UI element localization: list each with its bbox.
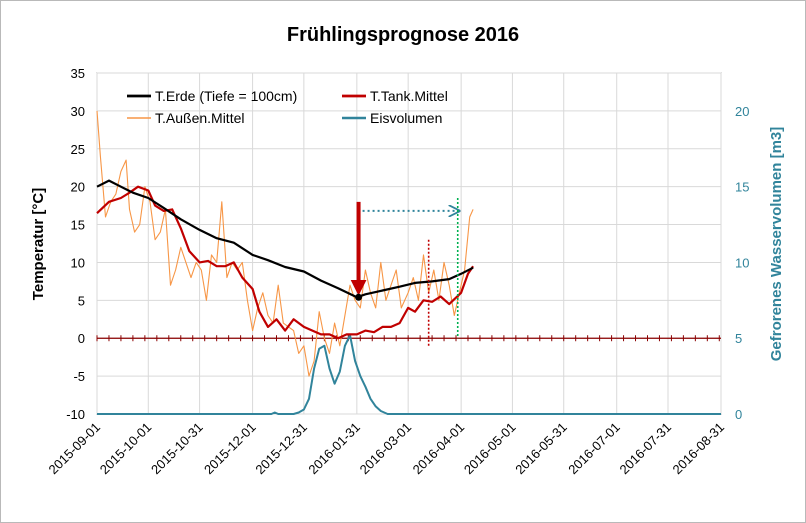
- x-tick-label: 2016-07-31: [616, 420, 674, 478]
- legend: T.Erde (Tiefe = 100cm) T.Tank.Mittel T.Auß…: [127, 88, 448, 126]
- y-tick-label: -5: [73, 369, 85, 384]
- annotations-layer: [350, 198, 459, 346]
- y-tick-label: 5: [78, 293, 85, 308]
- y2-tick-label: 15: [735, 180, 749, 195]
- y-tick-label: 20: [71, 180, 85, 195]
- x-tick-label: 2016-08-31: [669, 420, 727, 478]
- y2-tick-label: 0: [735, 407, 742, 422]
- legend-eis-label: Eisvolumen: [370, 110, 442, 126]
- y-tick-label: 0: [78, 331, 85, 346]
- series-layer: [96, 110, 721, 415]
- x-tick-label: 2016-07-01: [565, 420, 623, 478]
- y2-axis-label: Gefrorenes Wasservolumen [m3]: [768, 127, 785, 362]
- chart-title: Frühlingsprognose 2016: [287, 24, 519, 46]
- x-tick-label: 2016-01-31: [305, 420, 363, 478]
- x-tick-label: 2016-04-01: [410, 420, 468, 478]
- y-tick-label: 35: [71, 66, 85, 81]
- x-tick-label: 2015-12-31: [252, 420, 310, 478]
- y-axis-label: Temperatur [°C]: [30, 188, 47, 300]
- series-tank-line: [96, 185, 475, 340]
- series-eis-line: [97, 334, 721, 415]
- x-tick-label: 2016-05-01: [461, 420, 519, 478]
- x-tick-label: 2016-05-31: [512, 420, 570, 478]
- y-tick-label: 25: [71, 142, 85, 157]
- x-tick-label: 2016-03-01: [357, 420, 415, 478]
- series-erde-line: [96, 179, 474, 299]
- gridlines: [96, 72, 722, 415]
- y-tick-label: 30: [71, 104, 85, 119]
- y-tick-label: 15: [71, 218, 85, 233]
- x-tick-label: 2015-10-01: [97, 420, 155, 478]
- legend-tank-label: T.Tank.Mittel: [370, 88, 448, 104]
- y2-tick-label: 20: [735, 104, 749, 119]
- legend-aussen-label: T.Außen.Mittel: [155, 110, 244, 126]
- x-tick-label: 2015-09-01: [45, 420, 103, 478]
- legend-erde-label: T.Erde (Tiefe = 100cm): [155, 88, 297, 104]
- x-tick-label: 2015-10-31: [148, 420, 206, 478]
- y-tick-label: 10: [71, 255, 85, 270]
- annotation-point: [355, 293, 363, 301]
- y2-tick-label: 5: [735, 331, 742, 346]
- y2-tick-label: 10: [735, 255, 749, 270]
- y-tick-label: -10: [66, 407, 85, 422]
- x-tick-label: 2015-12-01: [201, 420, 259, 478]
